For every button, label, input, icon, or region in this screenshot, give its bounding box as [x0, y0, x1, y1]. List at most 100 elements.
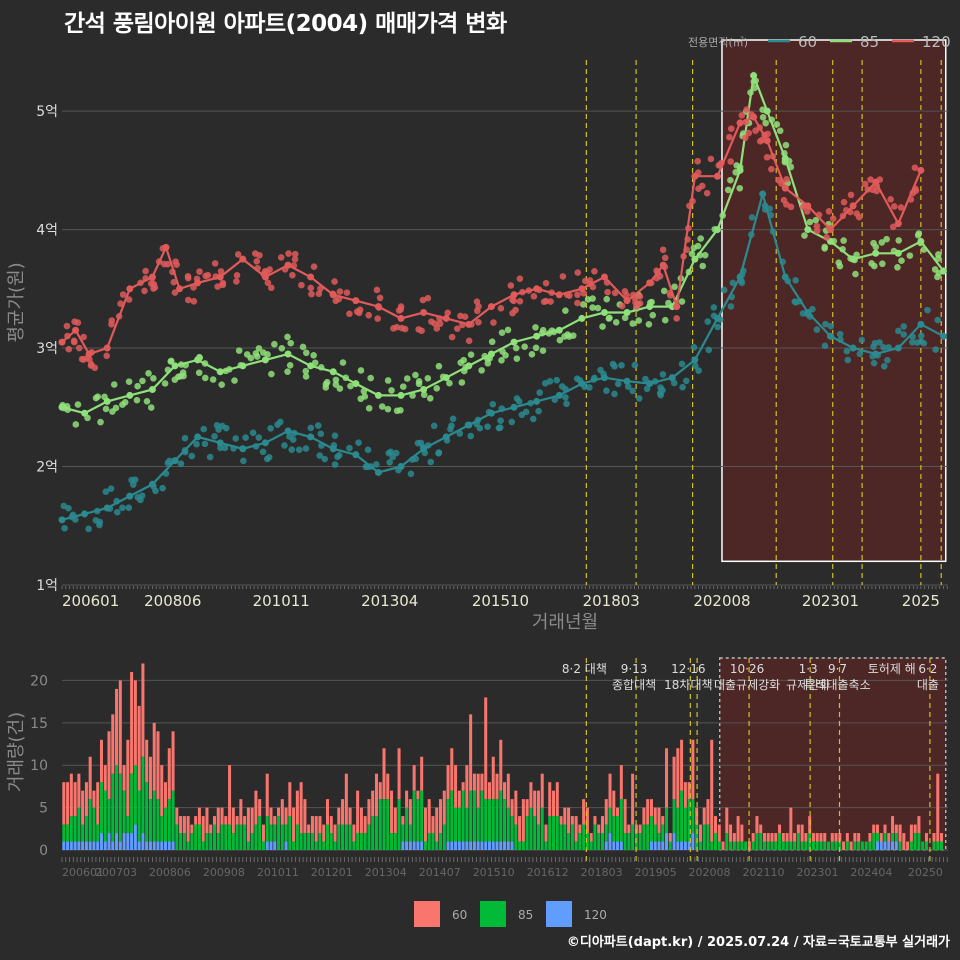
scatter-point-85: [603, 295, 611, 303]
data-point-60: [465, 421, 473, 429]
bar-85: [111, 773, 115, 842]
data-point-60: [352, 451, 360, 459]
scatter-point-85: [139, 377, 146, 385]
policy-annotation: 12·16: [671, 662, 705, 676]
scatter-point-85: [255, 345, 263, 352]
scatter-point-85: [336, 385, 344, 392]
data-point-60: [781, 273, 789, 281]
y-tick-label: 3억: [36, 341, 58, 357]
data-point-85: [352, 380, 360, 388]
bar-120: [480, 841, 484, 850]
scatter-point-120: [103, 352, 111, 360]
bar-85: [736, 841, 740, 850]
data-point-85: [126, 391, 134, 399]
bar-85: [891, 833, 895, 842]
bar-85: [487, 799, 491, 842]
scatter-point-60: [603, 387, 610, 395]
scatter-point-60: [61, 524, 68, 532]
scatter-point-85: [403, 375, 411, 382]
bar-85: [228, 824, 232, 850]
bar-120: [661, 841, 665, 850]
bar-60: [781, 833, 785, 842]
bar-60: [337, 807, 341, 825]
bar-85: [785, 841, 789, 850]
bar-120: [457, 841, 461, 850]
scatter-point-85: [821, 245, 828, 252]
bar-60: [717, 824, 721, 842]
scatter-point-85: [872, 243, 880, 251]
scatter-point-60: [497, 417, 504, 424]
bar-85: [386, 799, 390, 850]
scatter-point-120: [867, 176, 874, 183]
scatter-point-60: [657, 391, 665, 399]
x-tick-label: 200601: [62, 592, 119, 610]
bar-120: [454, 841, 458, 850]
scatter-point-60: [281, 442, 288, 449]
bar-60: [695, 807, 699, 825]
scatter-point-85: [488, 338, 496, 346]
bar-60: [239, 799, 243, 825]
bar-85: [691, 799, 695, 834]
bar-85: [103, 790, 107, 842]
scatter-point-60: [529, 415, 537, 423]
bar-85: [883, 833, 887, 842]
bar-120: [503, 841, 507, 850]
scatter-point-60: [467, 432, 475, 440]
scatter-point-120: [331, 278, 338, 285]
bar-85: [706, 824, 710, 850]
data-point-120: [216, 273, 224, 281]
bar-85: [99, 782, 103, 834]
bar-85: [725, 833, 729, 850]
bar-60: [868, 833, 872, 842]
scatter-point-85: [701, 251, 709, 259]
bar-85: [235, 824, 239, 850]
scatter-point-85: [420, 391, 428, 399]
scatter-point-60: [232, 435, 240, 442]
scatter-point-120: [475, 303, 482, 310]
scatter-point-60: [331, 432, 339, 439]
bar-85: [277, 816, 281, 850]
policy-annotation: 특례대출축소: [804, 678, 870, 692]
bar-85: [665, 807, 669, 834]
scatter-point-85: [110, 381, 118, 388]
scatter-point-85: [426, 394, 434, 402]
bar-60: [412, 765, 416, 791]
scatter-point-60: [496, 424, 504, 431]
bar-85: [156, 799, 160, 842]
scatter-point-60: [102, 488, 110, 495]
bar-60: [465, 765, 469, 808]
bar-85: [612, 816, 616, 842]
scatter-point-85: [365, 404, 373, 412]
bar-85: [672, 799, 676, 834]
bar-120: [687, 841, 691, 850]
scatter-point-60: [255, 434, 263, 441]
data-point-120: [72, 326, 80, 334]
bar-120: [77, 841, 81, 850]
bar-60: [815, 833, 819, 842]
scatter-point-120: [119, 291, 127, 298]
bar-85: [514, 824, 518, 850]
scatter-point-60: [107, 485, 115, 493]
bar-85: [616, 816, 620, 842]
scatter-point-60: [729, 279, 737, 287]
scatter-point-120: [659, 246, 667, 254]
bar-85: [197, 824, 201, 850]
scatter-point-85: [914, 231, 922, 239]
bar-120: [160, 841, 164, 850]
bar-85: [698, 841, 702, 850]
bar-85: [623, 833, 627, 850]
bar-85: [408, 824, 412, 842]
scatter-point-60: [159, 484, 166, 492]
bar-60: [559, 816, 563, 825]
bar-60: [220, 807, 224, 825]
bar-120: [420, 841, 424, 850]
scatter-point-85: [806, 218, 814, 226]
scatter-point-85: [688, 250, 696, 258]
bar-60: [325, 799, 330, 825]
scatter-point-85: [278, 344, 286, 352]
bar-60: [657, 807, 661, 834]
bar-legend-swatch-60: [414, 901, 440, 927]
bar-60: [446, 765, 450, 800]
scatter-point-60: [435, 449, 443, 456]
scatter-point-120: [150, 280, 158, 288]
